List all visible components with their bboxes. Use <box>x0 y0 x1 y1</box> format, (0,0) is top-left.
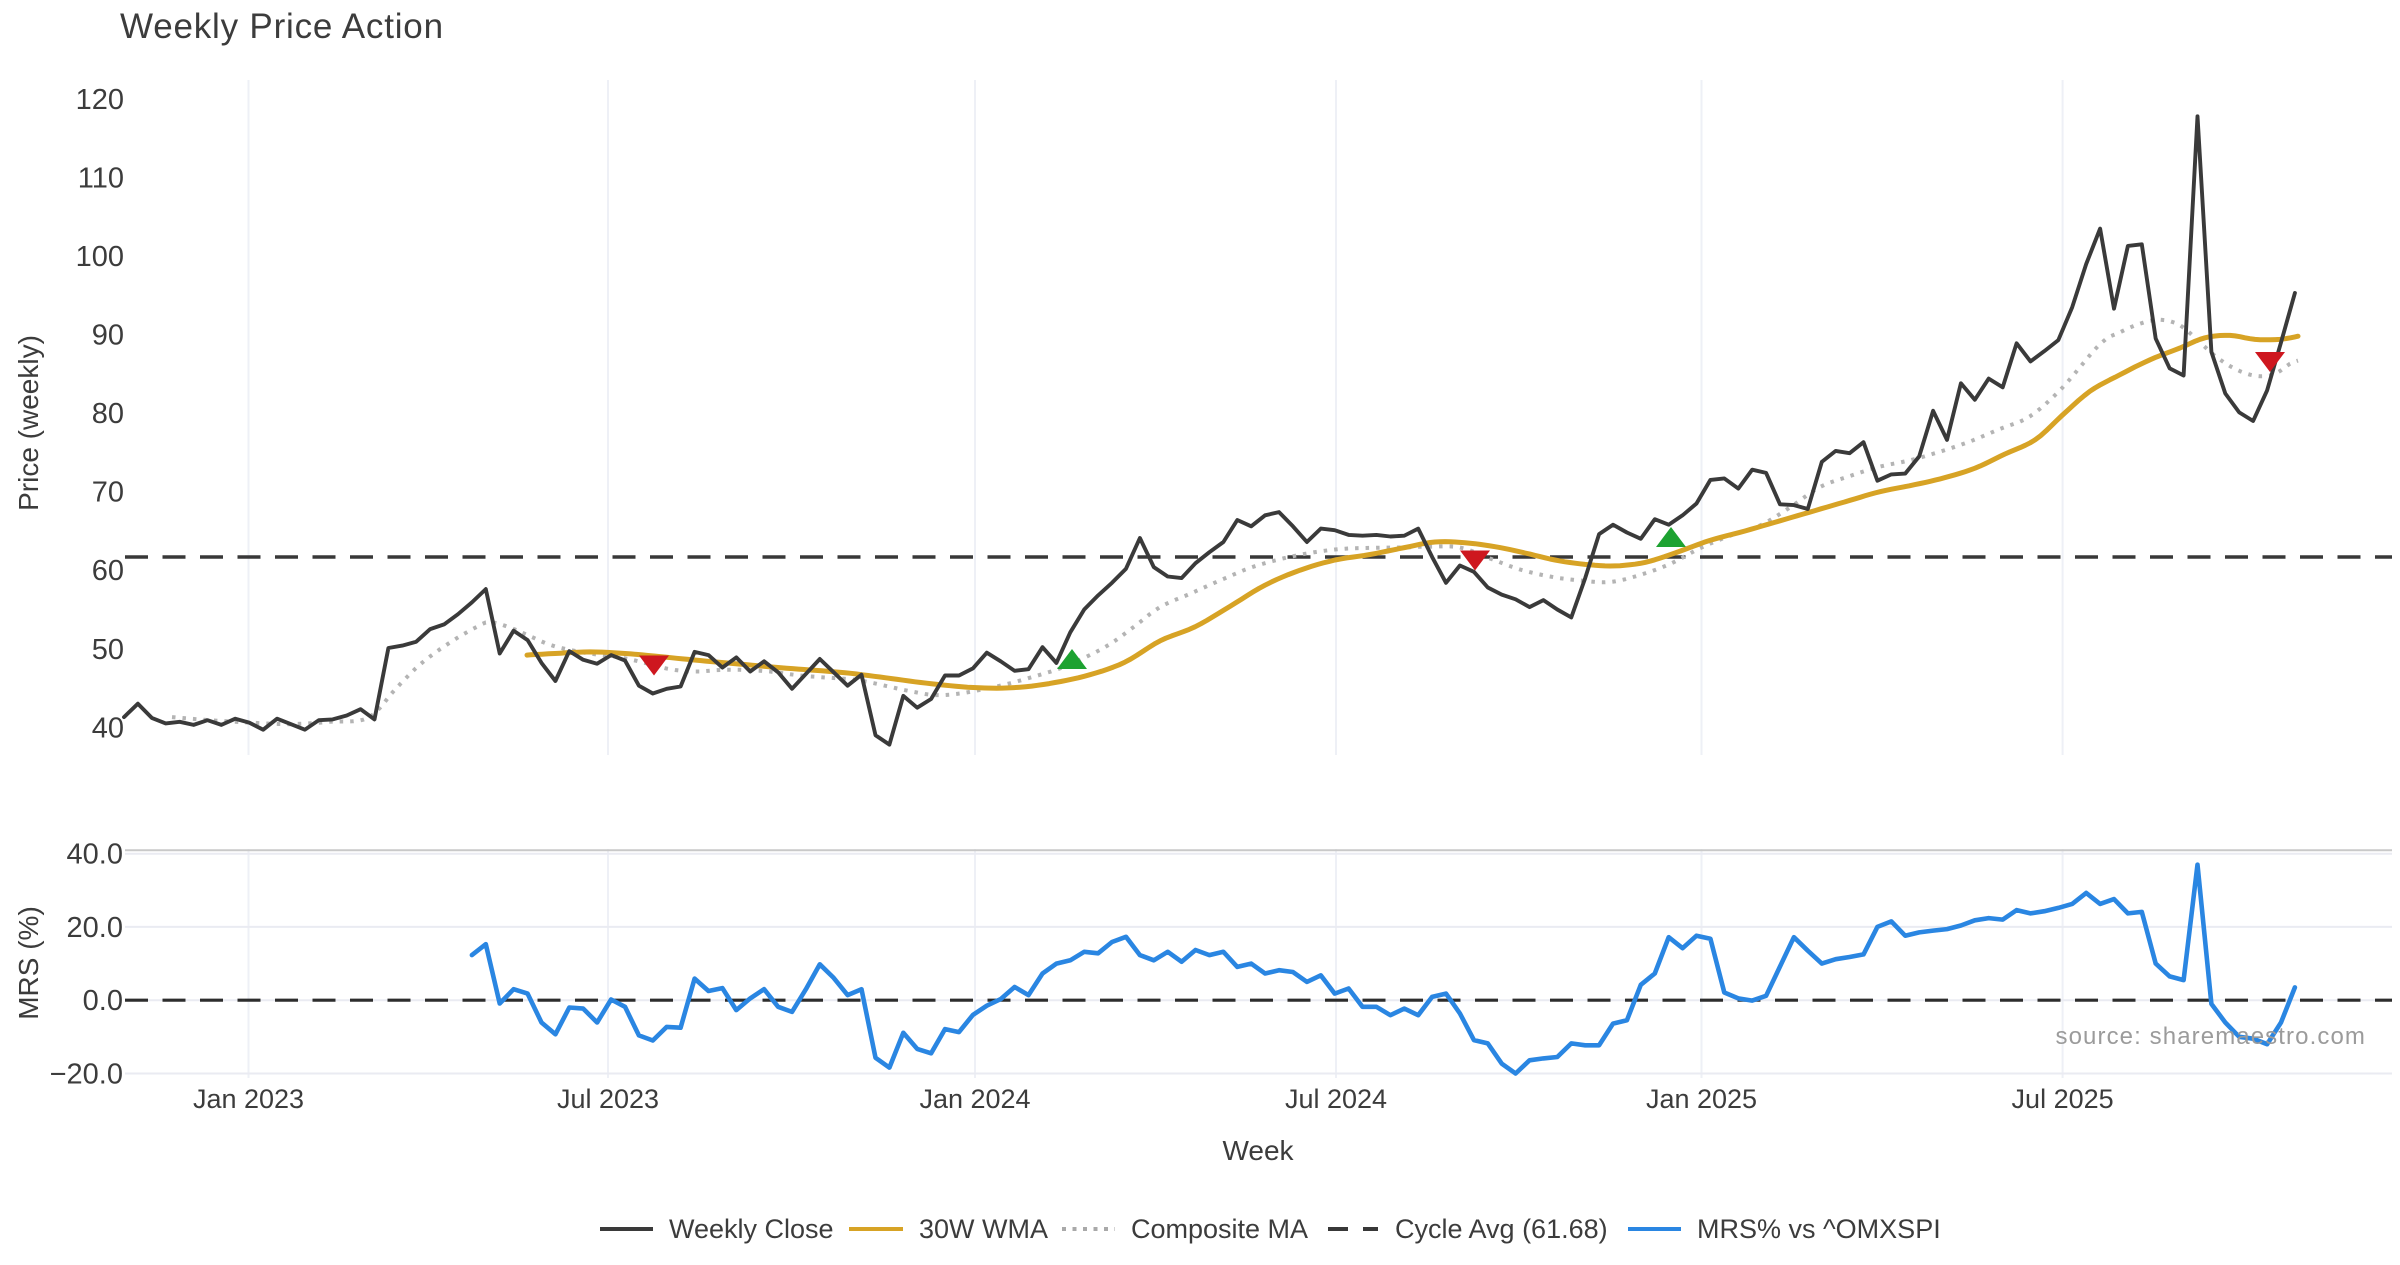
svg-text:Weekly Close: Weekly Close <box>669 1214 834 1244</box>
svg-text:Cycle Avg (61.68): Cycle Avg (61.68) <box>1395 1214 1608 1244</box>
svg-text:Jan 2024: Jan 2024 <box>919 1084 1030 1114</box>
svg-text:Jul 2023: Jul 2023 <box>557 1084 659 1114</box>
svg-text:110: 110 <box>78 163 124 195</box>
svg-text:120: 120 <box>76 84 124 116</box>
svg-text:90: 90 <box>92 320 124 352</box>
svg-text:100: 100 <box>76 241 124 273</box>
svg-text:20.0: 20.0 <box>67 912 123 944</box>
svg-text:Jul 2025: Jul 2025 <box>2012 1084 2114 1114</box>
svg-text:40.0: 40.0 <box>67 839 123 871</box>
svg-text:source: sharemaestro.com: source: sharemaestro.com <box>2055 1023 2366 1050</box>
svg-text:Weekly Price Action: Weekly Price Action <box>120 7 444 46</box>
svg-text:MRS (%): MRS (%) <box>13 906 44 1020</box>
svg-text:40: 40 <box>92 712 124 744</box>
svg-text:0.0: 0.0 <box>83 985 123 1017</box>
svg-text:Price (weekly): Price (weekly) <box>13 335 44 511</box>
svg-text:Composite MA: Composite MA <box>1131 1214 1308 1244</box>
svg-text:30W WMA: 30W WMA <box>919 1214 1048 1244</box>
svg-text:Jan 2023: Jan 2023 <box>193 1084 304 1114</box>
svg-text:MRS% vs ^OMXSPI: MRS% vs ^OMXSPI <box>1697 1214 1941 1244</box>
svg-text:50: 50 <box>92 634 124 666</box>
svg-text:80: 80 <box>92 398 124 430</box>
svg-text:Jul 2024: Jul 2024 <box>1285 1084 1387 1114</box>
svg-text:70: 70 <box>92 477 124 509</box>
svg-text:Jan 2025: Jan 2025 <box>1646 1084 1757 1114</box>
svg-text:−20.0: −20.0 <box>50 1059 123 1091</box>
svg-text:60: 60 <box>92 555 124 587</box>
svg-text:Week: Week <box>1222 1135 1294 1166</box>
